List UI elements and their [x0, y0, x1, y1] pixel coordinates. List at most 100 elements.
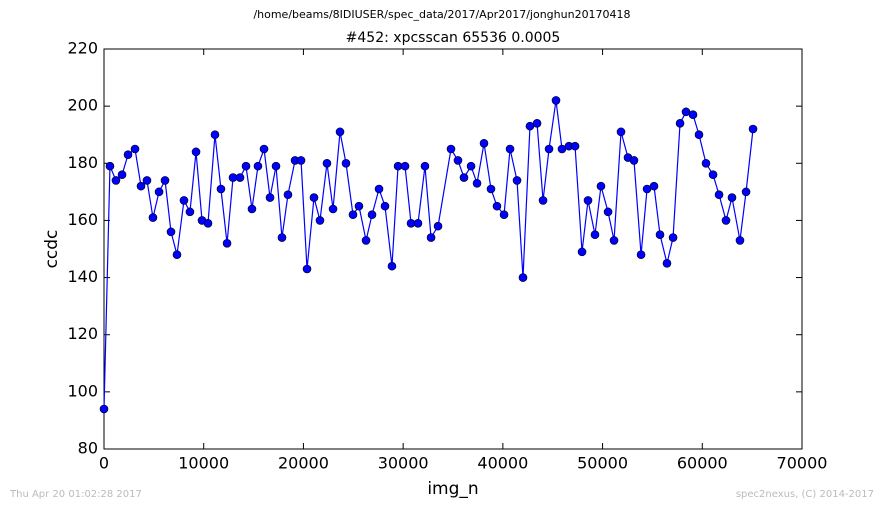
data-point [636, 250, 646, 260]
data-point [210, 130, 220, 140]
series-line [103, 100, 754, 410]
data-point [662, 258, 672, 268]
data-point [433, 221, 443, 231]
data-point [172, 250, 182, 260]
data-point [668, 233, 678, 242]
data-point [328, 204, 338, 214]
data-point [309, 193, 319, 202]
y-tick-label: 200 [67, 96, 98, 115]
data-point [136, 181, 146, 191]
data-point [675, 118, 685, 128]
x-tick-label: 60000 [677, 454, 728, 473]
x-tick-label: 10000 [178, 454, 229, 473]
y-tick-label: 160 [67, 210, 98, 229]
data-point [148, 213, 158, 222]
data-point [577, 247, 587, 257]
suptitle: /home/beams/8IDIUSER/spec_data/2017/Apr2… [253, 8, 630, 21]
data-point [629, 156, 639, 165]
data-point [727, 193, 737, 202]
data-point [459, 173, 469, 182]
data-point [426, 233, 436, 242]
data-point [701, 158, 711, 168]
data-point [544, 144, 554, 154]
data-point [130, 144, 140, 154]
data-point [348, 210, 358, 220]
data-point [235, 173, 245, 182]
data-point [453, 156, 463, 165]
data-point [413, 218, 423, 228]
data-point [400, 161, 410, 171]
x-tick-label: 50000 [577, 454, 628, 473]
data-point [179, 196, 189, 205]
data-point [203, 218, 213, 228]
x-tick-label: 20000 [278, 454, 329, 473]
data-point [123, 150, 133, 160]
data-point [216, 184, 226, 194]
data-point [505, 144, 515, 154]
x-tick-label: 30000 [378, 454, 429, 473]
data-point [721, 216, 731, 225]
data-point [322, 158, 332, 168]
data-point [583, 196, 593, 205]
data-point [160, 176, 170, 185]
data-point [191, 147, 201, 157]
data-point [241, 161, 251, 171]
data-point [253, 161, 263, 171]
data-point [616, 127, 626, 137]
data-point [296, 156, 306, 165]
data-point [735, 236, 745, 245]
data-point [380, 201, 390, 211]
footer-date: Thu Apr 20 01:02:28 2017 [9, 489, 142, 500]
data-point [570, 141, 580, 151]
data-point [105, 161, 115, 171]
data-point [512, 176, 522, 185]
data-point [271, 161, 281, 171]
data-point [354, 201, 364, 211]
data-point [302, 264, 312, 274]
data-point [714, 190, 724, 200]
data-point [374, 184, 384, 194]
data-point [142, 176, 152, 185]
y-tick-label: 120 [67, 324, 98, 343]
x-axis-label: img_n [427, 479, 478, 499]
data-point [532, 118, 542, 128]
plot-frame [103, 48, 803, 450]
data-point [603, 207, 613, 217]
data-point [222, 238, 232, 248]
data-point [341, 158, 351, 168]
footer-credit: spec2nexus, (C) 2014-2017 [736, 489, 874, 500]
data-point [499, 210, 509, 220]
data-point [649, 181, 659, 191]
data-point [741, 187, 751, 197]
x-tick-label: 70000 [777, 454, 828, 473]
y-tick-label: 220 [67, 39, 98, 58]
data-point [265, 193, 275, 202]
data-point [117, 170, 127, 180]
data-point [518, 273, 528, 282]
data-point [185, 207, 195, 217]
data-point [420, 161, 430, 171]
data-point [551, 96, 561, 105]
data-point [259, 144, 269, 154]
data-point [283, 190, 293, 200]
y-tick-label: 80 [78, 439, 98, 458]
data-point [694, 130, 704, 140]
data-point [655, 230, 665, 240]
x-tick-label: 40000 [477, 454, 528, 473]
data-point [538, 196, 548, 205]
data-point [154, 187, 164, 197]
data-point [387, 261, 397, 271]
data-point [596, 181, 606, 191]
data-point [708, 170, 718, 180]
y-tick-label: 180 [67, 153, 98, 172]
data-point [486, 184, 496, 194]
data-point [688, 110, 698, 120]
data-point [590, 230, 600, 240]
data-point [492, 201, 502, 211]
y-axis-label: ccdc [42, 230, 62, 269]
data-point [466, 161, 476, 171]
chart-title: #452: xpcsscan 65536 0.0005 [346, 30, 561, 46]
data-point [609, 236, 619, 245]
x-tick-label: 0 [99, 454, 109, 473]
